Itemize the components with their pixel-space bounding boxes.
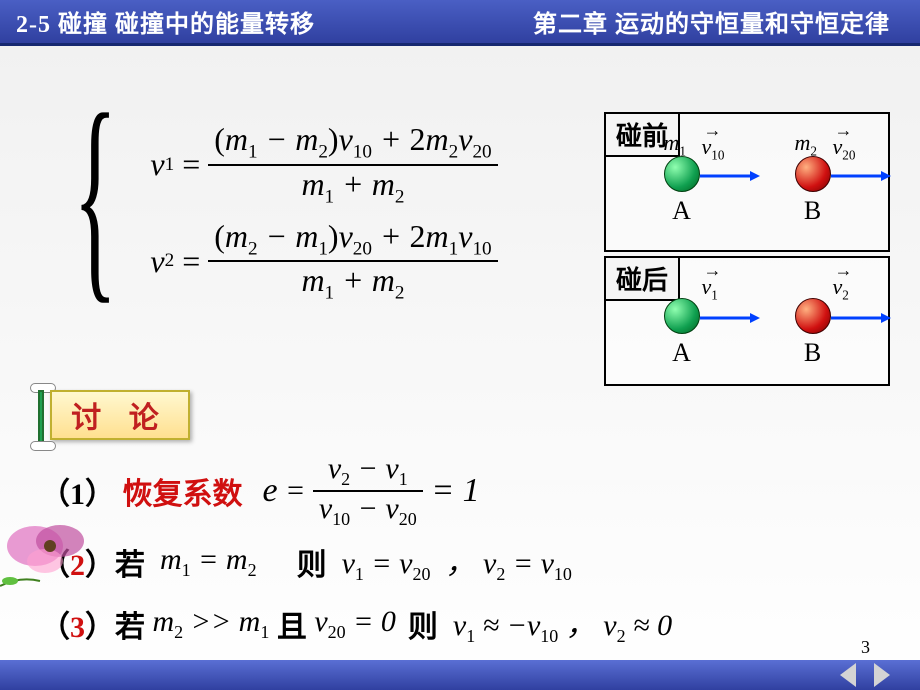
scroll-bar-icon — [38, 390, 44, 444]
arrow-icon — [831, 170, 891, 182]
arrow-icon — [700, 312, 760, 324]
page-number: 3 — [861, 637, 870, 658]
scroll-bottom-icon — [30, 441, 56, 451]
equation-group: { v1 = (m1 − m2)v10 + 2m2v20 m1 + m2 v2 … — [40, 108, 498, 318]
discussion-line-2: （2） 若 m1 = m2 则 v1 = v20 ， v2 = v10 — [40, 538, 572, 585]
slide-footer — [0, 660, 920, 690]
discussion-line-3: （3） 若 m2 >> m1 且 v20 = 0 则 v1 ≈ −v10 ， v… — [40, 600, 672, 647]
collision-diagrams: 碰前 m1 →v10 A m2 →v20 B 碰后 — [604, 112, 890, 390]
slide-header: 2-5 碰撞 碰撞中的能量转移 第二章 运动的守恒量和守恒定律 — [0, 0, 920, 46]
ball-green-icon — [664, 156, 700, 192]
equation-v1: v1 = (m1 − m2)v10 + 2m2v20 m1 + m2 — [150, 121, 497, 208]
equation-v2: v2 = (m2 − m1)v20 + 2m1v10 m1 + m2 — [150, 218, 497, 305]
ball-red-icon — [795, 156, 831, 192]
left-brace-icon: { — [73, 90, 117, 300]
particle-a-after: →v1 A — [664, 298, 700, 368]
particle-b-after: →v2 B — [795, 298, 831, 368]
particle-b-before: m2 →v20 B — [795, 156, 831, 226]
slide-content: { v1 = (m1 − m2)v10 + 2m2v20 m1 + m2 v2 … — [0, 46, 920, 646]
ball-green-icon — [664, 298, 700, 334]
arrow-icon — [700, 170, 760, 182]
before-collision-box: 碰前 m1 →v10 A m2 →v20 B — [604, 112, 890, 252]
arrow-icon — [831, 312, 891, 324]
next-slide-button[interactable] — [874, 663, 890, 687]
butterfly-decoration-icon — [0, 496, 110, 596]
ball-red-icon — [795, 298, 831, 334]
section-title: 2-5 碰撞 碰撞中的能量转移 — [16, 4, 315, 39]
prev-slide-button[interactable] — [840, 663, 856, 687]
chapter-title: 第二章 运动的守恒量和守恒定律 — [533, 4, 890, 39]
particle-a-before: m1 →v10 A — [664, 156, 700, 226]
discuss-label: 讨 论 — [50, 390, 190, 440]
after-collision-box: 碰后 →v1 A →v2 B — [604, 256, 890, 386]
